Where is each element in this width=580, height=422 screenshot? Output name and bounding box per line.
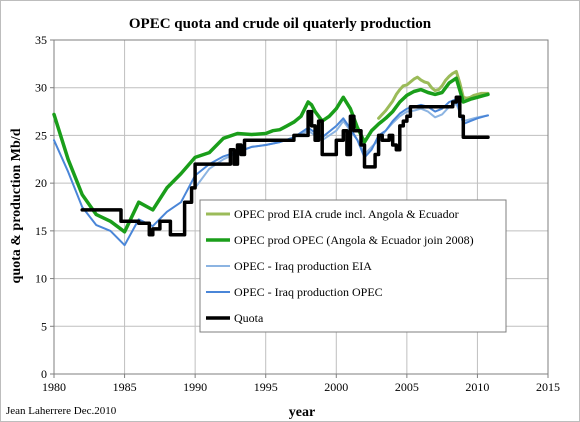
x-tick-label: 2000 (324, 380, 348, 394)
x-tick-label: 2010 (465, 380, 489, 394)
x-tick-label: 1980 (42, 380, 66, 394)
x-tick-label: 1985 (113, 380, 137, 394)
y-tick-label: 35 (35, 33, 47, 47)
series-lines (52, 70, 490, 247)
axes (50, 39, 549, 378)
y-tick-label: 10 (35, 272, 47, 286)
plot-border (53, 39, 549, 375)
legend-entry-3: OPEC - Iraq production EIA (234, 259, 372, 273)
legend-entry-5: Quota (234, 311, 264, 325)
x-axis-label: year (289, 405, 315, 420)
legend-entry-2: OPEC prod OPEC (Angola & Ecuador join 20… (234, 233, 474, 247)
x-tick-label: 2015 (536, 380, 560, 394)
x-tick-label: 1990 (183, 380, 207, 394)
y-tick-label: 15 (35, 224, 47, 238)
y-tick-label: 30 (35, 81, 47, 95)
series-line-1 (377, 70, 490, 120)
series-line-5 (80, 95, 490, 237)
y-tick-labels: 0 5 10 15 20 25 30 35 (35, 33, 47, 381)
legend: OPEC prod EIA crude incl. Angola & Ecuad… (199, 199, 507, 333)
series-line-4 (53, 98, 489, 247)
legend-entry-4: OPEC - Iraq production OPEC (234, 285, 383, 299)
y-axis-label: quota & production Mb/d (9, 128, 24, 283)
x-tick-labels: 1980 1985 1990 1995 2000 2005 2010 2015 (42, 380, 560, 394)
y-tick-label: 25 (35, 128, 47, 142)
x-tick-label: 2005 (395, 380, 419, 394)
chart-title: OPEC quota and crude oil quaterly produc… (129, 16, 432, 32)
x-tick-label: 1995 (254, 380, 278, 394)
y-tick-label: 0 (41, 367, 47, 381)
y-tick-label: 20 (35, 176, 47, 190)
legend-box (199, 199, 507, 333)
legend-entry-1: OPEC prod EIA crude incl. Angola & Ecuad… (234, 207, 459, 221)
y-tick-label: 5 (41, 319, 47, 333)
credit-text: Jean Laherrere Dec.2010 (6, 405, 117, 417)
